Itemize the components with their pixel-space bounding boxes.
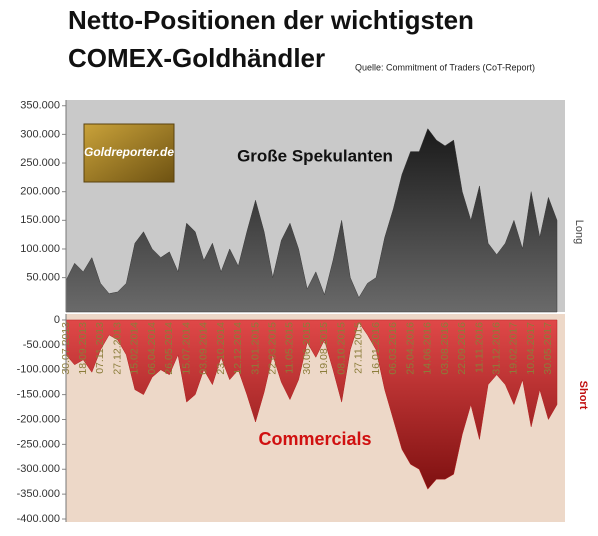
- logo-box: [83, 123, 175, 183]
- y-axis-label: Long: [573, 220, 585, 244]
- y-tick-label: -250.000: [17, 438, 60, 450]
- title-line: COMEX-Goldhändler: [68, 43, 325, 73]
- x-tick-label: 23.10.2014: [215, 322, 227, 375]
- y-tick-label: 300.000: [20, 128, 60, 140]
- x-tick-label: 11.05.2015: [284, 322, 296, 374]
- y-tick-label: -100.000: [17, 364, 60, 376]
- x-tick-label: 03.08.2016: [439, 322, 451, 375]
- x-tick-label: 26.05.2014: [163, 322, 175, 375]
- x-tick-label: 31.12.2016: [490, 322, 502, 375]
- x-tick-label: 14.06.2016: [422, 322, 434, 375]
- x-tick-label: 12.12.2014: [232, 322, 244, 375]
- y-tick-label: 250.000: [20, 157, 60, 169]
- x-tick-label: 22.03.2015: [267, 322, 279, 375]
- x-tick-label: 06.04.2014: [146, 322, 158, 375]
- y-tick-label: -50.000: [23, 339, 60, 351]
- x-tick-label: 03.09.2014: [198, 322, 210, 375]
- y-tick-label: 50.000: [26, 272, 60, 284]
- x-tick-label: 27.12.2013: [111, 322, 123, 375]
- y-tick-label: -200.000: [17, 413, 60, 425]
- x-tick-label: 19.02.2017: [508, 322, 520, 375]
- x-tick-label: 10.04.2017: [525, 322, 537, 375]
- y-tick-label: 200.000: [20, 186, 60, 198]
- x-tick-label: 16.01.2016: [370, 322, 382, 375]
- y-axis-label: Short: [577, 381, 589, 410]
- panel-title: Commercials: [258, 429, 371, 449]
- y-tick-label: -350.000: [17, 488, 60, 500]
- x-tick-label: 27.11.2015: [353, 322, 365, 374]
- y-tick-label: -150.000: [17, 389, 60, 401]
- x-tick-label: 15.02.2014: [129, 322, 141, 375]
- x-tick-label: 19.08.2015: [318, 322, 330, 375]
- panel-title: Große Spekulanten: [237, 146, 393, 165]
- x-tick-label: 15.07.2014: [180, 322, 192, 375]
- x-tick-label: 06.03.2016: [387, 322, 399, 375]
- x-tick-label: 07.11.2013: [94, 322, 106, 374]
- y-tick-label: -400.000: [17, 513, 60, 525]
- x-tick-label: 30.06.2015: [301, 322, 313, 375]
- source: Quelle: Commitment of Traders (CoT-Repor…: [355, 62, 535, 72]
- area: [65, 319, 558, 490]
- title-line: Netto-Positionen der wichtigsten: [68, 5, 474, 35]
- x-tick-label: 11.11.2016: [473, 322, 485, 373]
- y-tick-label: 350.000: [20, 100, 60, 112]
- x-tick-label: 31.01.2015: [249, 322, 261, 375]
- logo: Goldreporter.de: [84, 145, 174, 159]
- x-tick-label: 18.09.2013: [77, 322, 89, 375]
- x-tick-label: 08.10.2015: [335, 322, 347, 375]
- x-tick-label: 22.09.2016: [456, 322, 468, 375]
- y-tick-label: 100.000: [20, 243, 60, 255]
- x-tick-label: 30.05.2017: [542, 322, 554, 375]
- y-tick-label: -300.000: [17, 463, 60, 475]
- area: [65, 128, 558, 313]
- y-tick-label: 150.000: [20, 214, 60, 226]
- x-tick-label: 25.04.2016: [404, 322, 416, 375]
- y-tick-label: 0: [54, 314, 60, 326]
